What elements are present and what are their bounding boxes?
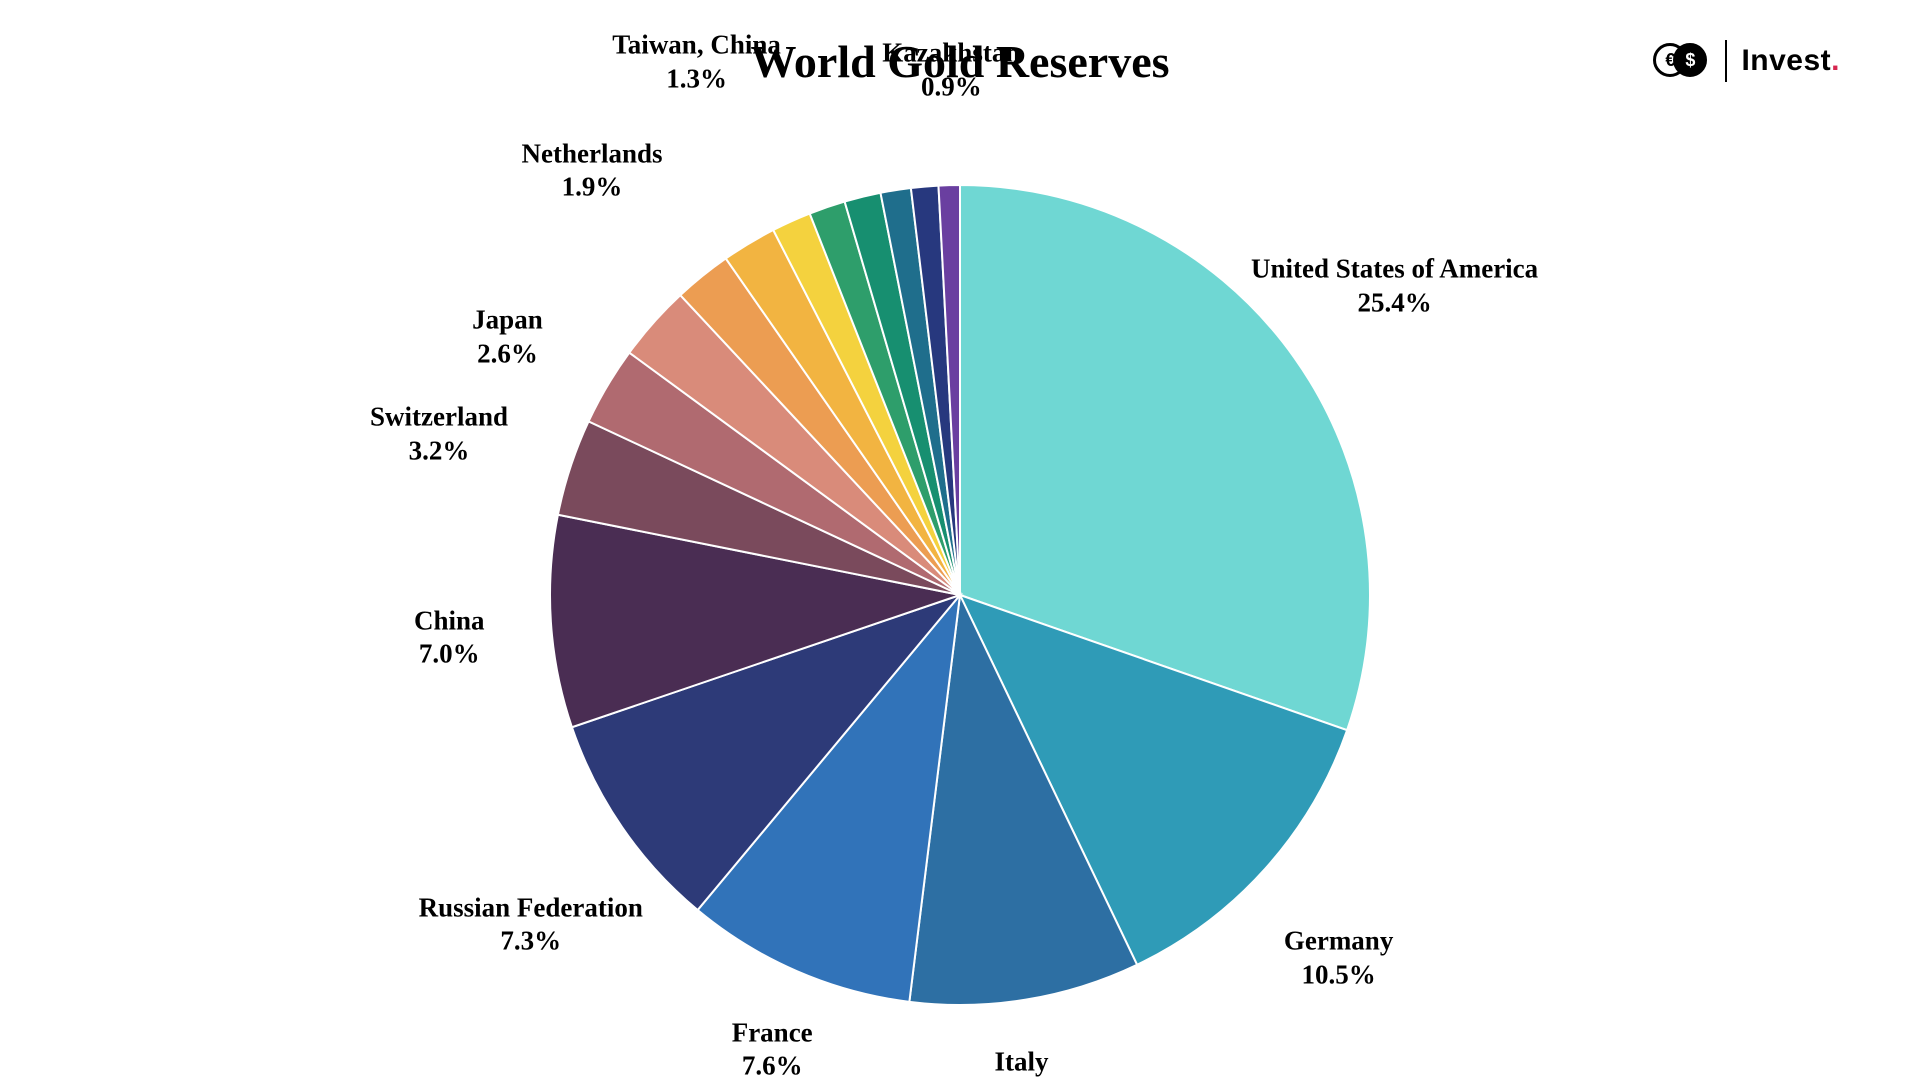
slice-label-percent: 7.6%	[732, 1050, 813, 1080]
slice-label-name: Germany	[1284, 925, 1393, 959]
slice-label-percent: 7.0%	[414, 638, 485, 672]
slice-label-percent: 25.4%	[1251, 286, 1538, 320]
slice-label-name: Japan	[472, 304, 543, 338]
pie-slice-label: Netherlands1.9%	[522, 137, 663, 205]
brand-dot-icon: .	[1831, 44, 1840, 77]
slice-label-name: Switzerland	[370, 400, 508, 434]
slice-label-name: Kazakhstan	[882, 37, 1020, 71]
logo-divider	[1725, 40, 1727, 82]
brand-logo: € $ Invest.	[1653, 40, 1840, 82]
pie-slice-label: United States of America25.4%	[1251, 253, 1538, 321]
slice-label-percent: 10.5%	[1284, 958, 1393, 992]
pie-slice-label: Germany10.5%	[1284, 925, 1393, 993]
slice-label-name: Netherlands	[522, 137, 663, 171]
pie-slice-label: Japan2.6%	[472, 304, 543, 372]
pie-slice-label: Italy7.6%	[991, 1045, 1052, 1080]
pie-chart-svg	[550, 185, 1370, 1005]
brand-text: Invest	[1741, 44, 1831, 77]
pie-slice-label: Taiwan, China1.3%	[612, 28, 781, 96]
slice-label-name: Italy	[991, 1045, 1052, 1079]
pie-slice-label: Switzerland3.2%	[370, 400, 508, 468]
pie-chart	[550, 185, 1370, 1005]
pie-slice-label: Russian Federation7.3%	[419, 891, 643, 959]
slice-label-name: Russian Federation	[419, 891, 643, 925]
slice-label-name: United States of America	[1251, 253, 1538, 287]
slice-label-percent: 7.3%	[419, 925, 643, 959]
slice-label-name: France	[732, 1016, 813, 1050]
slice-label-percent: 2.6%	[472, 337, 543, 371]
slice-label-percent: 1.9%	[522, 171, 663, 205]
slice-label-percent: 0.9%	[882, 70, 1020, 104]
pie-slice-label: Kazakhstan0.9%	[882, 37, 1020, 105]
slice-label-name: Taiwan, China	[612, 28, 781, 62]
brand-wordmark: Invest.	[1741, 44, 1840, 78]
dollar-coin-icon: $	[1673, 43, 1707, 77]
pie-slice-label: France7.6%	[732, 1016, 813, 1080]
slice-label-percent: 1.3%	[612, 62, 781, 96]
slice-label-name: China	[414, 604, 485, 638]
slice-label-percent: 3.2%	[370, 434, 508, 468]
currency-coins-icon: € $	[1653, 43, 1711, 79]
pie-slice-label: China7.0%	[414, 604, 485, 672]
